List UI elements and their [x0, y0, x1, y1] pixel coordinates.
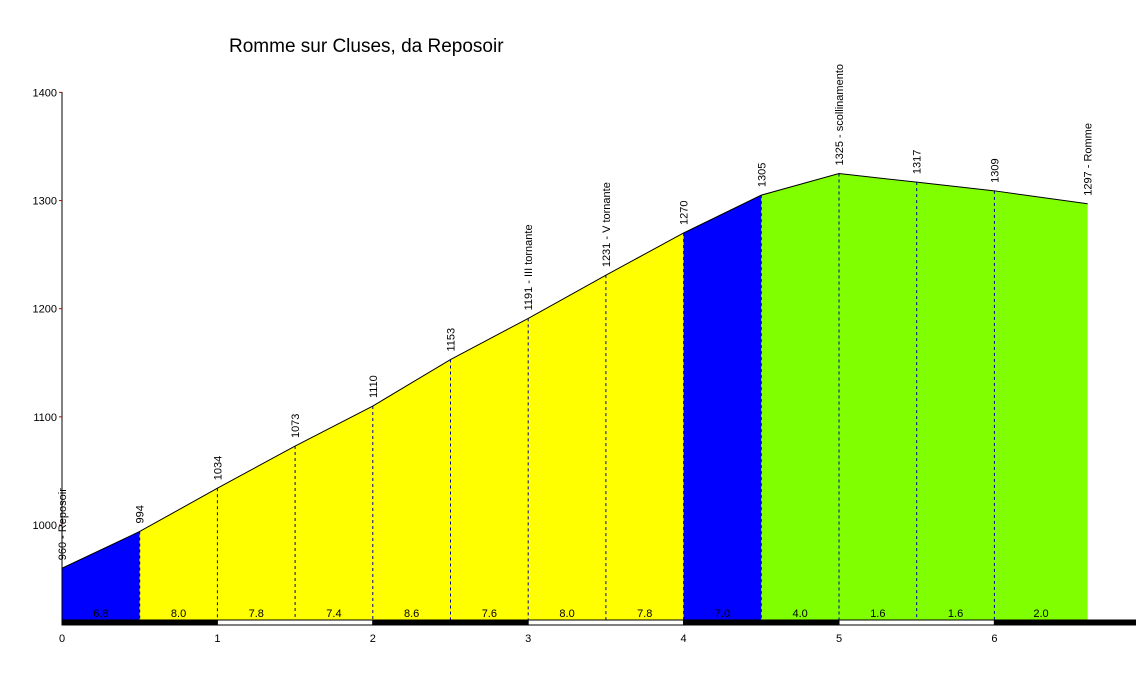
- segment-area: [139, 488, 218, 620]
- x-tick-label: 3: [525, 633, 531, 645]
- km-bar-segment: [993, 619, 1136, 626]
- point-altitude-label: 1325 - scollinamento: [834, 64, 846, 166]
- gradient-label: 7.4: [326, 608, 341, 620]
- gradient-label: 7.6: [482, 608, 497, 620]
- x-tick-label: 4: [681, 633, 687, 645]
- chart-title: Romme sur Cluses, da Reposoir: [229, 36, 504, 57]
- km-bar-segment: [527, 619, 685, 626]
- y-tick-label: 1000: [33, 520, 57, 532]
- km-bar-segment: [683, 619, 840, 626]
- profile-line: [61, 173, 1088, 569]
- segment-area: [605, 232, 684, 620]
- km-bar-segment: [372, 619, 529, 626]
- y-tick-label: 1400: [33, 87, 57, 99]
- x-tick-label: 6: [991, 633, 997, 645]
- segment-area: [994, 190, 1088, 620]
- segment-area: [916, 182, 995, 621]
- point-altitude-label: 1309: [989, 158, 1001, 182]
- point-altitude-label: 1110: [368, 375, 380, 398]
- segment-area: [450, 318, 529, 620]
- gradient-label: 7.0: [715, 608, 730, 620]
- segment-area: [372, 359, 451, 620]
- gradient-label: 8.6: [404, 608, 419, 620]
- point-altitude-label: 1270: [679, 201, 691, 225]
- point-altitude-label: 960 - Reposoir: [57, 488, 69, 560]
- point-altitude-label: 1073: [290, 414, 302, 438]
- point-altitude-label: 1317: [912, 150, 924, 174]
- point-altitude-label: 994: [135, 505, 147, 523]
- km-bar-segment: [838, 619, 995, 626]
- point-altitude-label: 1034: [212, 456, 224, 480]
- point-altitude-label: 1305: [756, 163, 768, 187]
- gradient-label: 1.6: [870, 608, 885, 620]
- x-tick-label: 1: [214, 633, 220, 645]
- point-altitude-label: 1297 - Romme: [1083, 123, 1095, 196]
- point-altitude-label: 1231 - V tornante: [601, 182, 613, 267]
- gradient-label: 8.0: [559, 608, 574, 620]
- gradient-label: 1.6: [948, 608, 963, 620]
- segment-area: [683, 195, 762, 620]
- gradient-label: 4.0: [793, 608, 808, 620]
- gradient-label: 7.8: [249, 608, 264, 620]
- y-tick-label: 1100: [33, 412, 57, 424]
- segment-area: [217, 446, 296, 620]
- segment-area: [62, 531, 140, 620]
- km-bar-segment: [216, 619, 374, 626]
- point-altitude-label: 1191 - III tornante: [523, 224, 535, 310]
- gradient-label: 6.8: [93, 608, 108, 620]
- point-altitude-label: 1153: [446, 328, 458, 352]
- gradient-label: 8.0: [171, 608, 186, 620]
- segment-area: [761, 173, 839, 620]
- x-tick-label: 5: [836, 633, 842, 645]
- x-tick-label: 2: [370, 633, 376, 645]
- x-tick-label: 0: [59, 633, 65, 645]
- segment-area: [528, 275, 606, 620]
- segment-area: [839, 173, 917, 620]
- gradient-label: 7.8: [637, 608, 652, 620]
- gradient-label: 2.0: [1033, 608, 1048, 620]
- km-bar-segment: [61, 619, 218, 626]
- y-tick-label: 1200: [33, 304, 57, 316]
- segment-area: [295, 406, 373, 620]
- y-tick-label: 1300: [33, 196, 57, 208]
